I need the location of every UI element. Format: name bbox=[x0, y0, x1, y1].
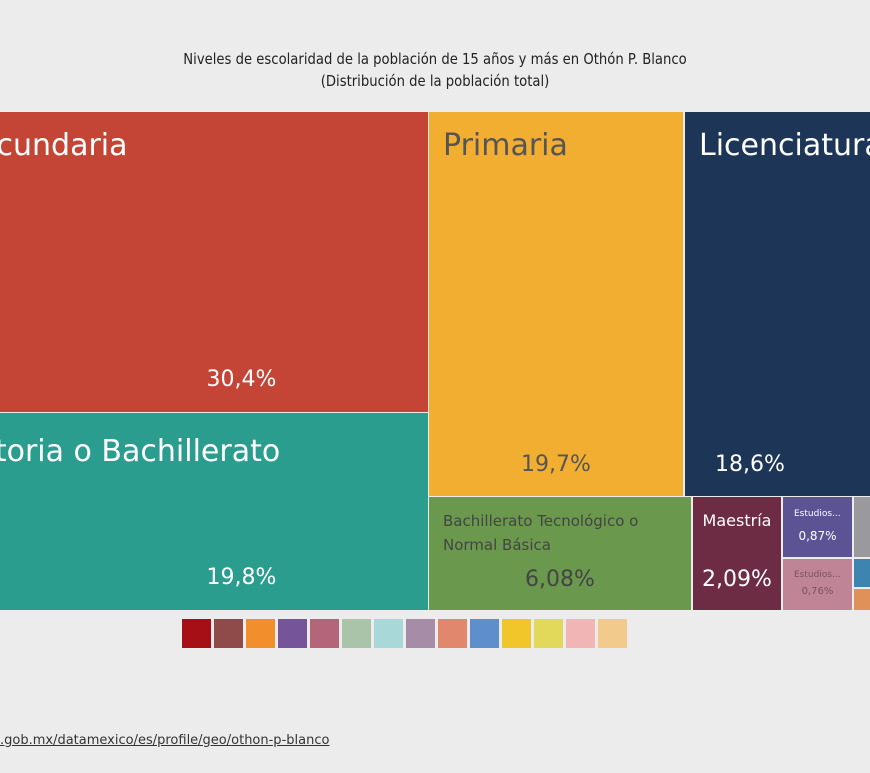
legend-swatch[interactable] bbox=[438, 619, 467, 648]
tile-other-gray[interactable] bbox=[854, 497, 870, 557]
legend-swatch[interactable] bbox=[182, 619, 211, 648]
legend-swatch[interactable] bbox=[246, 619, 275, 648]
tile-preparatoria[interactable]: Preparatoria o Bachillerato General 19,8… bbox=[0, 413, 428, 610]
legend-swatch[interactable] bbox=[406, 619, 435, 648]
tile-primaria[interactable]: Primaria 19,7% bbox=[429, 112, 683, 496]
tile-label: Secundaria bbox=[0, 128, 128, 163]
tile-label: Bachillerato Tecnológico o Normal Básica bbox=[443, 512, 639, 554]
tile-value: 2,09% bbox=[702, 567, 772, 592]
tile-licenciatura[interactable]: Licenciatura 18,6% bbox=[685, 112, 870, 496]
tile-estudios-2[interactable]: Estudios... 0,76% bbox=[783, 559, 852, 610]
tile-label: Primaria bbox=[443, 128, 568, 163]
tile-value: 0,87% bbox=[798, 529, 837, 543]
tile-label: Preparatoria o Bachillerato General bbox=[0, 434, 281, 469]
legend-swatch[interactable] bbox=[374, 619, 403, 648]
tile-value: 0,76% bbox=[801, 586, 834, 597]
tile-value: 19,7% bbox=[521, 452, 591, 477]
tile-value: 19,8% bbox=[206, 565, 277, 590]
legend-swatch[interactable] bbox=[310, 619, 339, 648]
tile-other-orange[interactable] bbox=[854, 589, 870, 610]
legend bbox=[182, 619, 627, 648]
tile-label: Estudios... bbox=[794, 509, 841, 519]
legend-swatch[interactable] bbox=[534, 619, 563, 648]
tile-estudios-1[interactable]: Estudios... 0,87% bbox=[783, 497, 852, 557]
source-link[interactable]: .gob.mx/datamexico/es/profile/geo/othon-… bbox=[0, 733, 330, 748]
subtitle-line: (Distribución de la población total) bbox=[320, 72, 550, 90]
legend-swatch[interactable] bbox=[598, 619, 627, 648]
tile-label: Licenciatura bbox=[699, 128, 870, 163]
chart-title: Niveles de escolaridad de la población d… bbox=[52, 48, 818, 92]
legend-swatch[interactable] bbox=[470, 619, 499, 648]
tile-maestria[interactable]: Maestría 2,09% bbox=[693, 497, 781, 610]
legend-swatch[interactable] bbox=[566, 619, 595, 648]
tile-value: 30,4% bbox=[206, 367, 277, 392]
tile-other-blue[interactable] bbox=[854, 559, 870, 587]
tile-label: Maestría bbox=[702, 511, 772, 530]
tile-value: 18,6% bbox=[715, 452, 785, 477]
legend-swatch[interactable] bbox=[502, 619, 531, 648]
title-line: Niveles de escolaridad de la población d… bbox=[183, 50, 687, 68]
tile-value: 6,08% bbox=[525, 567, 595, 592]
legend-swatch[interactable] bbox=[278, 619, 307, 648]
tile-bachillerato-tecnologico[interactable]: Bachillerato Tecnológico o Normal Básica… bbox=[429, 497, 691, 610]
tile-secundaria[interactable]: Secundaria 30,4% bbox=[0, 112, 428, 412]
legend-swatch[interactable] bbox=[214, 619, 243, 648]
legend-swatch[interactable] bbox=[342, 619, 371, 648]
tile-label: Estudios... bbox=[794, 570, 841, 580]
